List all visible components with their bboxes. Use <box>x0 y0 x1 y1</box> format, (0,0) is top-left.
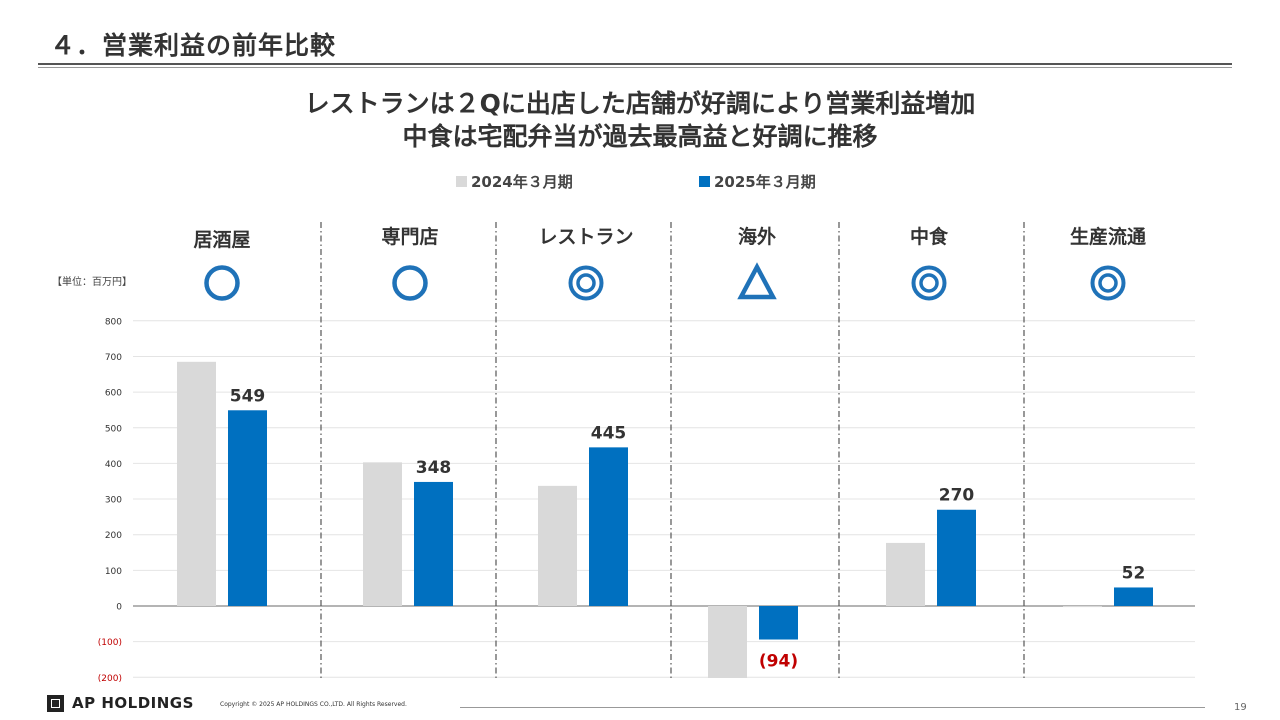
double-circle-mark-icon <box>1090 265 1126 301</box>
double-circle-mark-icon <box>911 265 947 301</box>
category-label: 居酒屋 <box>193 229 250 251</box>
logo-mark-icon <box>47 694 64 712</box>
headline-line-2: 中食は宅配弁当が過去最高益と好調に推移 <box>402 122 878 151</box>
y-tick-label: (100) <box>98 638 122 648</box>
data-label: 549 <box>230 386 266 406</box>
copyright-text: Copyright © 2025 AP HOLDINGS CO.,LTD. Al… <box>220 701 407 708</box>
bar-2024 <box>886 542 925 606</box>
company-logo: AP HOLDINGS <box>47 694 194 712</box>
double-circle-mark-icon <box>568 265 604 301</box>
bar-2025 <box>759 606 798 640</box>
bar-2024 <box>177 361 216 606</box>
category-label: 海外 <box>738 225 776 248</box>
bar-chart: (200) (100) 0 100 200 300 400 500 600 700 800 居酒屋 専門… <box>98 222 1195 684</box>
y-tick-label: 0 <box>116 603 122 613</box>
category-label: 専門店 <box>381 225 438 248</box>
title-rule-thin <box>38 67 1232 68</box>
y-tick-label: 700 <box>105 353 122 363</box>
triangle-mark-icon <box>737 262 777 300</box>
legend-swatch-curr <box>699 176 710 187</box>
y-tick-label: 500 <box>105 424 122 434</box>
footer-brand: AP HOLDINGS <box>72 694 194 712</box>
legend-item-prev: 2024年３月期 <box>456 171 573 192</box>
y-tick-label: 600 <box>105 389 122 399</box>
footer-rule <box>460 707 1205 708</box>
data-label: 52 <box>1122 563 1146 583</box>
unit-label: 【単位：百万円】 <box>52 277 132 288</box>
legend-item-curr: 2025年３月期 <box>699 171 816 192</box>
bar-2025 <box>1114 587 1153 606</box>
category-label: 中食 <box>910 225 949 248</box>
circle-mark-icon <box>392 265 428 301</box>
legend-swatch-prev <box>456 176 467 187</box>
bar-2024 <box>1063 606 1102 608</box>
double-circle-inner-icon <box>1098 273 1118 293</box>
slide-title: ４．営業利益の前年比較 <box>50 31 337 60</box>
y-tick-label: 300 <box>105 496 122 506</box>
y-tick-label: 200 <box>105 531 122 541</box>
circle-mark-icon <box>204 265 240 301</box>
double-circle-inner-icon <box>576 273 596 293</box>
y-tick-label: 800 <box>105 317 122 327</box>
title-rule <box>38 63 1232 65</box>
bar-2025 <box>414 481 453 606</box>
y-tick-label: 100 <box>105 567 122 577</box>
legend-label-curr: 2025年３月期 <box>714 173 816 191</box>
y-tick-label: 400 <box>105 460 122 470</box>
bar-2025 <box>589 447 628 606</box>
bar-2024 <box>538 485 577 606</box>
bar-2024 <box>363 462 402 606</box>
data-label: (94) <box>759 652 798 672</box>
data-label: 270 <box>939 486 975 506</box>
page-number: 19 <box>1234 702 1247 713</box>
data-label: 348 <box>416 458 452 478</box>
data-label: 445 <box>591 423 627 443</box>
double-circle-inner-icon <box>919 273 939 293</box>
category-label: レストラン <box>538 226 633 248</box>
bar-2025 <box>228 410 267 606</box>
headline-line-1: レストランは２Qに出店した店舗が好調により営業利益増加 <box>304 89 976 118</box>
legend-label-prev: 2024年３月期 <box>471 173 573 191</box>
bar-2024 <box>708 606 747 678</box>
y-tick-label: (200) <box>98 674 122 684</box>
bar-2025 <box>937 509 976 606</box>
category-label: 生産流通 <box>1070 225 1147 248</box>
